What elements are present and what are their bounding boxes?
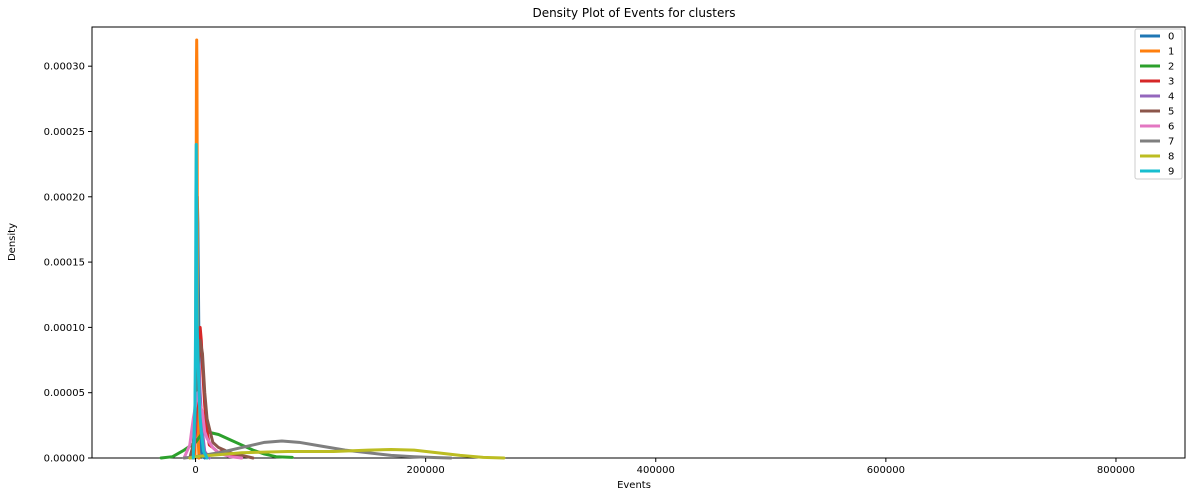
legend: 0 1 2 3 4 5 6 7 8 9 <box>1134 28 1183 180</box>
y-tick-label: 0.00020 <box>44 192 85 203</box>
legend-label-2: 2 <box>1168 62 1174 73</box>
chart-title: Density Plot of Events for clusters <box>532 6 735 20</box>
y-tick-label: 0.00010 <box>44 323 85 334</box>
legend-label-1: 1 <box>1168 47 1174 58</box>
legend-label-5: 5 <box>1168 107 1174 118</box>
y-tick-label: 0.00000 <box>44 454 85 465</box>
x-axis: 0 200000 400000 600000 800000 <box>192 458 1135 476</box>
series-line-9 <box>191 143 209 460</box>
legend-label-0: 0 <box>1168 32 1174 43</box>
series-line-8 <box>188 448 506 460</box>
y-tick-label: 0.00005 <box>44 388 85 399</box>
x-tick-label: 600000 <box>867 465 905 476</box>
series-line-2 <box>159 430 294 460</box>
x-tick-label: 200000 <box>407 465 445 476</box>
y-tick-label: 0.00015 <box>44 258 85 269</box>
x-axis-label: Events <box>617 480 651 491</box>
plot-area <box>91 26 1186 459</box>
y-axis: 0.00000 0.00005 0.00010 0.00015 0.00020 0.000… <box>44 62 92 465</box>
x-tick-label: 800000 <box>1097 465 1135 476</box>
legend-label-7: 7 <box>1168 137 1174 148</box>
x-tick-label: 400000 <box>637 465 675 476</box>
series-curves <box>159 38 506 460</box>
legend-label-3: 3 <box>1168 77 1174 88</box>
y-tick-label: 0.00030 <box>44 62 85 73</box>
series-line-7 <box>182 439 453 460</box>
legend-label-9: 9 <box>1168 167 1174 178</box>
legend-label-6: 6 <box>1168 122 1174 133</box>
legend-label-8: 8 <box>1168 152 1174 163</box>
y-tick-label: 0.00025 <box>44 127 85 138</box>
legend-label-4: 4 <box>1168 92 1174 103</box>
x-tick-label: 0 <box>192 465 198 476</box>
y-axis-label: Density <box>7 223 18 261</box>
